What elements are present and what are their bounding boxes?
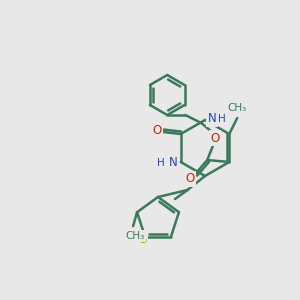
Text: N: N — [208, 112, 216, 125]
Text: O: O — [152, 124, 161, 136]
Text: CH₃: CH₃ — [228, 103, 247, 113]
Text: H: H — [157, 158, 165, 168]
Text: O: O — [186, 172, 195, 185]
Text: CH₃: CH₃ — [125, 231, 145, 241]
Text: S: S — [140, 233, 147, 246]
Text: N: N — [168, 157, 177, 169]
Text: H: H — [218, 114, 226, 124]
Text: O: O — [211, 131, 220, 145]
